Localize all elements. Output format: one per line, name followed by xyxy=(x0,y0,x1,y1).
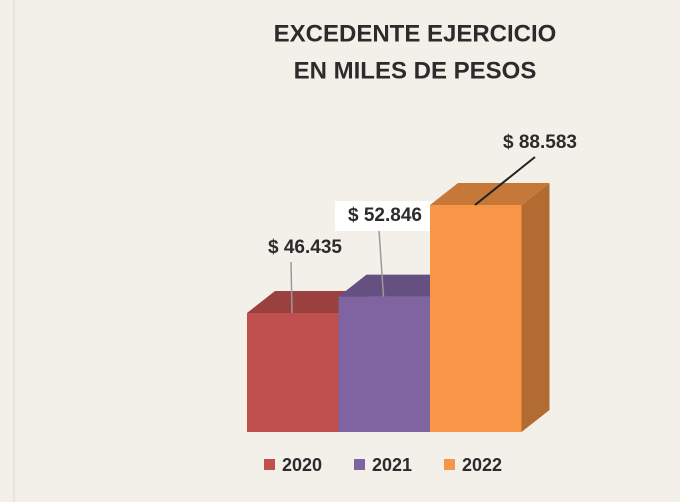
label-box xyxy=(335,201,435,231)
bar-front xyxy=(247,313,339,432)
value-label: $ 52.846 xyxy=(348,205,422,226)
legend-swatch xyxy=(444,459,455,470)
leader-line xyxy=(378,229,385,297)
bar-front xyxy=(338,296,430,432)
bar-top xyxy=(247,291,367,314)
bar-top xyxy=(338,274,458,297)
legend-label: 2020 xyxy=(282,455,322,475)
chart-subtitle: EN MILES DE PESOS xyxy=(294,57,537,84)
bar-side xyxy=(521,183,550,432)
value-label: $ 88.583 xyxy=(503,132,577,153)
legend-label: 2022 xyxy=(462,455,502,475)
chart-title: EXCEDENTE EJERCICIO xyxy=(274,20,557,47)
legend-label: 2021 xyxy=(372,455,412,475)
legend-swatch xyxy=(264,459,275,470)
leader-line xyxy=(290,261,293,314)
legend-swatch xyxy=(354,459,365,470)
value-label: $ 46.435 xyxy=(268,237,342,258)
leader-line xyxy=(474,156,536,206)
bar-front xyxy=(430,205,522,432)
